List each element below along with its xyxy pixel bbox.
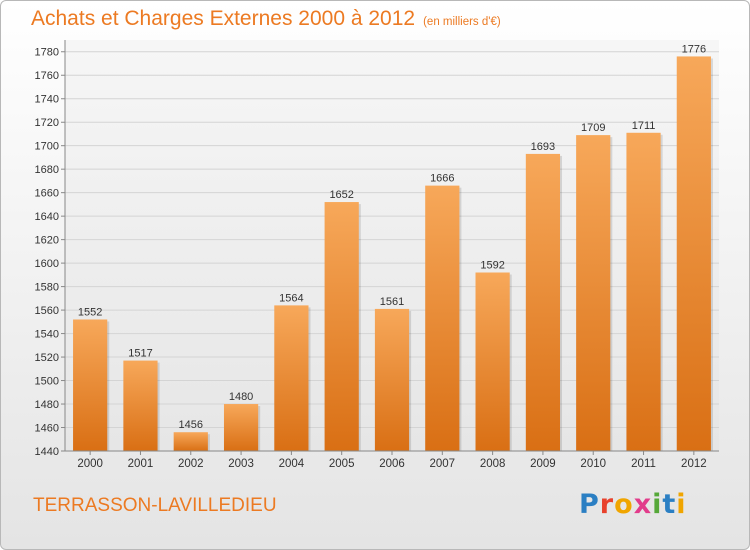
x-tick-label: 2004 <box>279 458 305 470</box>
y-tick-label: 1500 <box>35 376 59 388</box>
y-tick-label: 1720 <box>35 117 59 129</box>
x-tick-label: 2012 <box>681 458 707 470</box>
logo-letter: i <box>676 489 687 520</box>
y-tick-label: 1440 <box>35 446 59 458</box>
logo-letter: t <box>662 489 677 520</box>
bar-2012 <box>676 56 711 451</box>
x-tick-label: 2006 <box>379 458 405 470</box>
bar-2006 <box>374 308 410 451</box>
bar-2001 <box>123 360 158 451</box>
proxiti-logo: Proxiti <box>579 489 687 520</box>
data-label: 1517 <box>128 348 152 360</box>
y-tick-label: 1680 <box>35 164 59 176</box>
y-tick-label: 1780 <box>35 47 59 59</box>
y-tick-label: 1480 <box>35 399 59 411</box>
logo-letter: i <box>652 489 663 520</box>
y-tick-label: 1740 <box>35 94 59 106</box>
x-tick-label: 2007 <box>430 458 456 470</box>
data-label: 1666 <box>430 173 454 185</box>
bar-2011 <box>626 132 661 452</box>
bar-2000 <box>73 319 108 451</box>
data-label: 1564 <box>279 292 303 304</box>
y-tick-label: 1560 <box>35 305 59 317</box>
y-tick-label: 1620 <box>35 235 59 247</box>
y-tick-label: 1460 <box>35 423 59 435</box>
data-label: 1561 <box>380 296 404 308</box>
x-tick-label: 2008 <box>480 458 506 470</box>
data-label: 1652 <box>329 189 353 201</box>
chart-title-text: Achats et Charges Externes 2000 à 2012 <box>31 7 416 30</box>
chart-title: Achats et Charges Externes 2000 à 2012 (e… <box>31 7 501 31</box>
data-label: 1552 <box>78 306 102 318</box>
commune-name: TERRASSON-LAVILLEDIEU <box>33 495 277 516</box>
data-label: 1709 <box>581 122 605 134</box>
y-tick-label: 1580 <box>35 282 59 294</box>
logo-letter: o <box>614 489 634 520</box>
bar-2003 <box>223 404 259 451</box>
bar-2007 <box>425 185 460 451</box>
x-tick-label: 2002 <box>178 458 204 470</box>
bar-2004 <box>274 305 309 451</box>
bar-2008 <box>475 272 510 451</box>
y-tick-label: 1640 <box>35 211 59 223</box>
bar-2010 <box>576 135 611 452</box>
x-tick-label: 2009 <box>530 458 556 470</box>
y-tick-label: 1540 <box>35 329 59 341</box>
y-tick-label: 1660 <box>35 188 59 200</box>
data-label: 1711 <box>632 120 656 132</box>
x-tick-label: 2003 <box>228 458 254 470</box>
bar-2009 <box>525 153 561 452</box>
x-tick-label: 2000 <box>77 458 103 470</box>
data-label: 1480 <box>229 391 253 403</box>
data-label: 1592 <box>480 260 504 272</box>
y-tick-label: 1760 <box>35 70 59 82</box>
y-tick-label: 1600 <box>35 258 59 270</box>
y-tick-label: 1520 <box>35 352 59 364</box>
data-label: 1693 <box>531 141 555 153</box>
chart-unit: (en milliers d'€) <box>423 16 501 28</box>
x-tick-label: 2005 <box>329 458 355 470</box>
x-tick-label: 2010 <box>580 458 606 470</box>
logo-letter: r <box>599 489 615 520</box>
logo-letter: x <box>633 489 653 520</box>
data-label: 1776 <box>682 43 706 55</box>
bar-2005 <box>324 202 359 451</box>
bar-2002 <box>173 432 208 451</box>
logo-letter: P <box>579 489 600 520</box>
x-tick-label: 2011 <box>631 458 656 470</box>
x-tick-label: 2001 <box>128 458 154 470</box>
data-label: 1456 <box>179 419 203 431</box>
y-tick-label: 1700 <box>35 141 59 153</box>
